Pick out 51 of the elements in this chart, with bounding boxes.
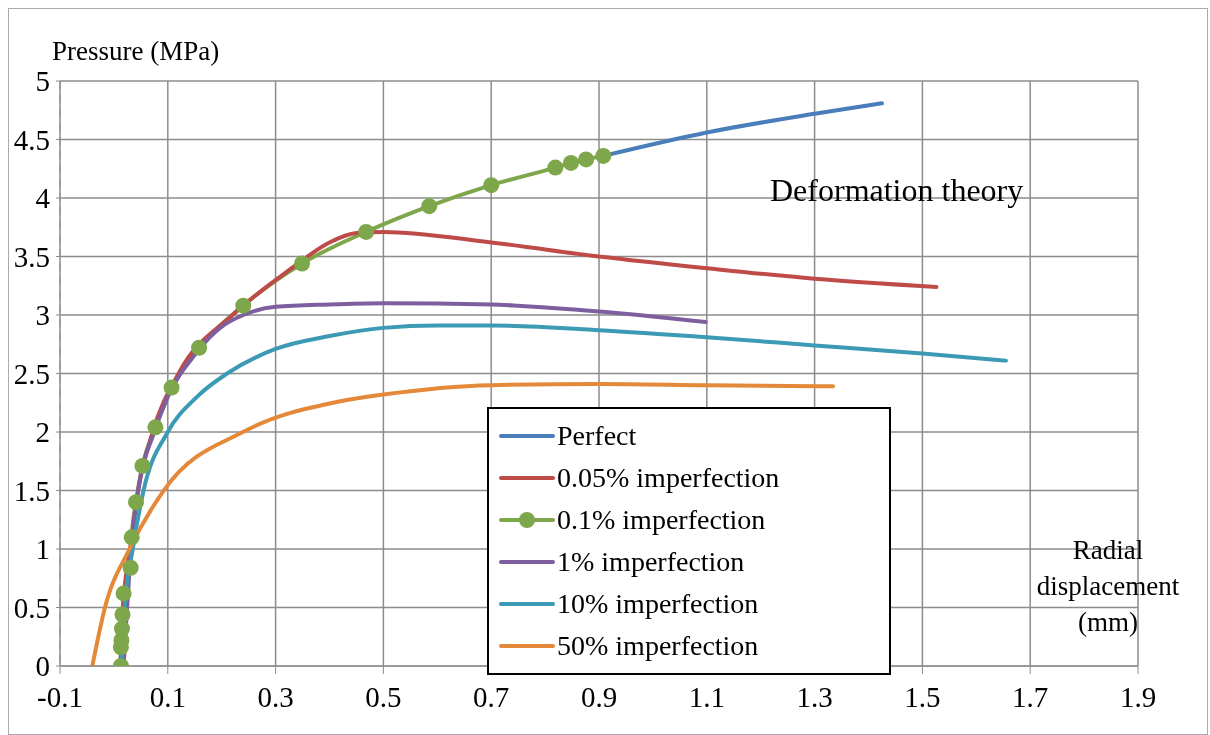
x-tick-label: 1.5 xyxy=(904,680,941,713)
point xyxy=(123,529,140,546)
y-tick-label: 5 xyxy=(35,65,50,98)
y-axis-title: Pressure (MPa) xyxy=(52,36,220,67)
y-tick-label: 1.5 xyxy=(13,474,50,507)
y-tick-label: 3.5 xyxy=(13,240,50,273)
x-tick-label: 1.9 xyxy=(1119,680,1157,713)
x-tick-label: -0.1 xyxy=(37,680,83,713)
y-tick-label: 4.5 xyxy=(13,123,50,156)
point xyxy=(547,159,564,176)
annotation: Deformation theory xyxy=(770,172,1024,209)
point xyxy=(128,494,144,511)
point xyxy=(483,177,500,194)
point xyxy=(163,379,180,396)
point xyxy=(147,419,164,436)
x-axis-title: Radial displacement (mm) xyxy=(1035,534,1181,639)
x-tick-label: 0.7 xyxy=(473,680,510,713)
point xyxy=(113,620,130,637)
point xyxy=(578,151,595,168)
point xyxy=(235,297,252,314)
y-tick-label: 2 xyxy=(35,416,50,449)
line-series xyxy=(90,382,835,666)
point xyxy=(562,154,579,171)
x-tick-label: 0.3 xyxy=(257,680,294,713)
x-tick-label: 0.5 xyxy=(365,680,402,713)
point xyxy=(134,457,151,474)
x-tick-label: 0.9 xyxy=(580,680,618,713)
point xyxy=(114,606,131,623)
point xyxy=(358,223,375,240)
y-tick-label: 4 xyxy=(35,182,51,215)
legend-label: 50% imperfection xyxy=(557,630,759,662)
y-tick-label: 2.5 xyxy=(13,357,50,390)
x-tick-label: 1.1 xyxy=(688,680,725,713)
legend-label: Perfect xyxy=(557,420,637,452)
point xyxy=(294,255,311,272)
legend-label: 1% imperfection xyxy=(557,546,745,578)
point xyxy=(421,198,438,215)
legend-label: 0.05% imperfection xyxy=(557,462,780,494)
point xyxy=(191,339,208,356)
y-tick-label: 1 xyxy=(35,533,50,566)
x-tick-label: 1.3 xyxy=(796,680,833,713)
point xyxy=(115,585,132,602)
y-tick-label: 3 xyxy=(35,299,50,332)
x-tick-label: 1.7 xyxy=(1012,680,1049,713)
point xyxy=(595,147,612,164)
y-tick-label: 0 xyxy=(35,650,50,683)
legend-label: 10% imperfection xyxy=(557,588,759,620)
point xyxy=(122,559,139,576)
legend-label: 0.1% imperfection xyxy=(557,504,766,536)
x-tick-label: 0.1 xyxy=(149,680,186,713)
y-tick-label: 0.5 xyxy=(13,591,50,624)
